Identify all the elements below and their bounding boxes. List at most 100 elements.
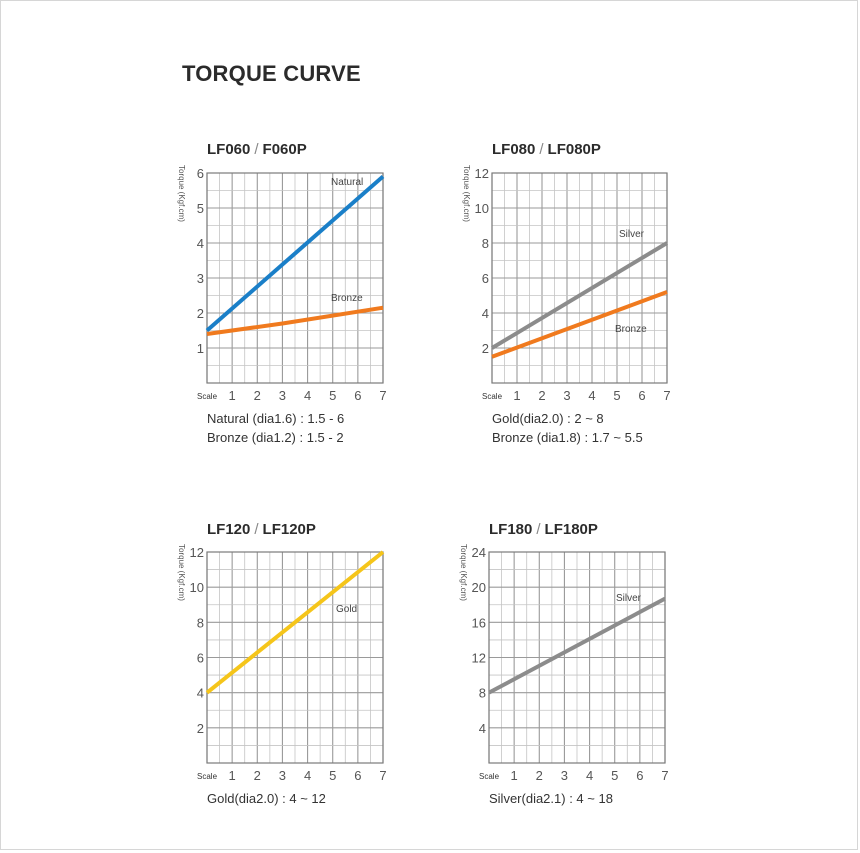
plot-frame [488, 551, 666, 764]
x-tick-label: 3 [279, 388, 286, 403]
y-tick-label: 10 [190, 580, 204, 595]
spec-line: Bronze (dia1.8) : 1.7 ~ 5.5 [492, 430, 643, 445]
chart-title: LF060/F060P [207, 141, 307, 158]
chart-title-separator: / [254, 141, 259, 158]
x-tick-label: 4 [586, 768, 593, 783]
x-tick-label: 4 [304, 388, 311, 403]
y-tick-label: 10 [475, 201, 489, 216]
series-line-silver [488, 596, 666, 695]
x-tick-label: 7 [663, 388, 670, 403]
x-axis-label: Scale [479, 772, 500, 781]
y-tick-label: 4 [482, 306, 489, 321]
x-tick-label: 1 [229, 388, 236, 403]
chart-title-separator: / [536, 521, 541, 538]
chart-title-model-alt: LF180P [544, 521, 598, 538]
chart-specs: Silver(dia2.1) : 4 ~ 18 [489, 789, 613, 808]
series-label-silver: Silver [616, 593, 642, 604]
y-tick-label: 16 [472, 615, 486, 630]
y-tick-label: 8 [479, 686, 486, 701]
x-tick-label: 5 [611, 768, 618, 783]
x-tick-label: 7 [661, 768, 668, 783]
chart-title-separator: / [539, 141, 544, 158]
x-tick-label: 3 [279, 768, 286, 783]
chart-title-model-alt: F060P [262, 141, 307, 158]
x-tick-label: 6 [354, 388, 361, 403]
y-tick-label: 4 [479, 721, 486, 736]
y-tick-label: 12 [472, 651, 486, 666]
x-tick-label: 7 [379, 388, 386, 403]
x-tick-label: 1 [513, 388, 520, 403]
y-tick-label: 8 [482, 236, 489, 251]
x-axis-label: Scale [197, 392, 218, 401]
x-tick-label: 4 [588, 388, 595, 403]
spec-line: Gold(dia2.0) : 2 ~ 8 [492, 411, 604, 426]
chart-title-separator: / [254, 521, 259, 538]
x-tick-label: 5 [613, 388, 620, 403]
chart-title-model: LF080 [492, 141, 536, 158]
chart-specs: Gold(dia2.0) : 2 ~ 8 Bronze (dia1.8) : 1.… [492, 409, 643, 447]
x-axis-label: Scale [482, 392, 503, 401]
x-tick-label: 3 [563, 388, 570, 403]
y-tick-label: 6 [197, 651, 204, 666]
x-tick-label: 6 [638, 388, 645, 403]
plot-frame [206, 551, 384, 764]
chart-title: LF180/LF180P [489, 521, 598, 538]
y-tick-label: 6 [482, 271, 489, 286]
y-tick-label: 24 [472, 545, 486, 560]
chart-title-model-alt: LF080P [547, 141, 601, 158]
x-tick-label: 5 [329, 768, 336, 783]
spec-line: Bronze (dia1.2) : 1.5 - 2 [207, 430, 344, 445]
x-tick-label: 3 [561, 768, 568, 783]
x-tick-label: 1 [511, 768, 518, 783]
y-tick-label: 2 [197, 306, 204, 321]
y-tick-label: 20 [472, 580, 486, 595]
series-line-gold [205, 550, 385, 695]
chart-specs: Natural (dia1.6) : 1.5 - 6 Bronze (dia1.2… [207, 409, 344, 447]
x-tick-label: 2 [538, 388, 545, 403]
y-tick-label: 1 [197, 341, 204, 356]
page-title: TORQUE CURVE [182, 61, 361, 86]
series-label-bronze: Bronze [331, 293, 363, 304]
x-tick-label: 6 [354, 768, 361, 783]
chart-title: LF080/LF080P [492, 141, 601, 158]
x-tick-label: 7 [379, 768, 386, 783]
y-tick-label: 2 [482, 341, 489, 356]
y-tick-label: 3 [197, 271, 204, 286]
series-label-bronze: Bronze [615, 324, 647, 335]
plot-frame [206, 172, 384, 384]
chart-title-model: LF120 [207, 521, 251, 538]
x-tick-label: 5 [329, 388, 336, 403]
y-axis-label: Torque (Kgf.cm) [177, 544, 186, 601]
x-tick-label: 6 [636, 768, 643, 783]
x-tick-label: 2 [536, 768, 543, 783]
y-axis-label: Torque (Kgf.cm) [177, 165, 186, 222]
spec-line: Natural (dia1.6) : 1.5 - 6 [207, 411, 345, 426]
chart-title-model: LF060 [207, 141, 251, 158]
y-axis-label: Torque (Kgf.cm) [459, 544, 468, 601]
series-line-bronze [491, 290, 668, 359]
spec-line: Silver(dia2.1) : 4 ~ 18 [489, 791, 613, 806]
series-label-natural: Natural [331, 177, 363, 188]
x-tick-label: 2 [254, 388, 261, 403]
y-tick-label: 5 [197, 201, 204, 216]
y-tick-label: 12 [475, 166, 489, 181]
series-label-silver: Silver [619, 229, 645, 240]
series-line-natural [205, 174, 385, 333]
y-tick-label: 12 [190, 545, 204, 560]
series-line-silver [490, 241, 669, 350]
chart-title-model-alt: LF120P [262, 521, 316, 538]
y-tick-label: 8 [197, 615, 204, 630]
chart-title-model: LF180 [489, 521, 533, 538]
x-axis-label: Scale [197, 772, 218, 781]
y-tick-label: 2 [197, 721, 204, 736]
chart-title: LF120/LF120P [207, 521, 316, 538]
y-axis-label: Torque (Kgf.cm) [462, 165, 471, 222]
x-tick-label: 4 [304, 768, 311, 783]
series-label-gold: Gold [336, 604, 357, 615]
plot-frame [491, 172, 668, 384]
